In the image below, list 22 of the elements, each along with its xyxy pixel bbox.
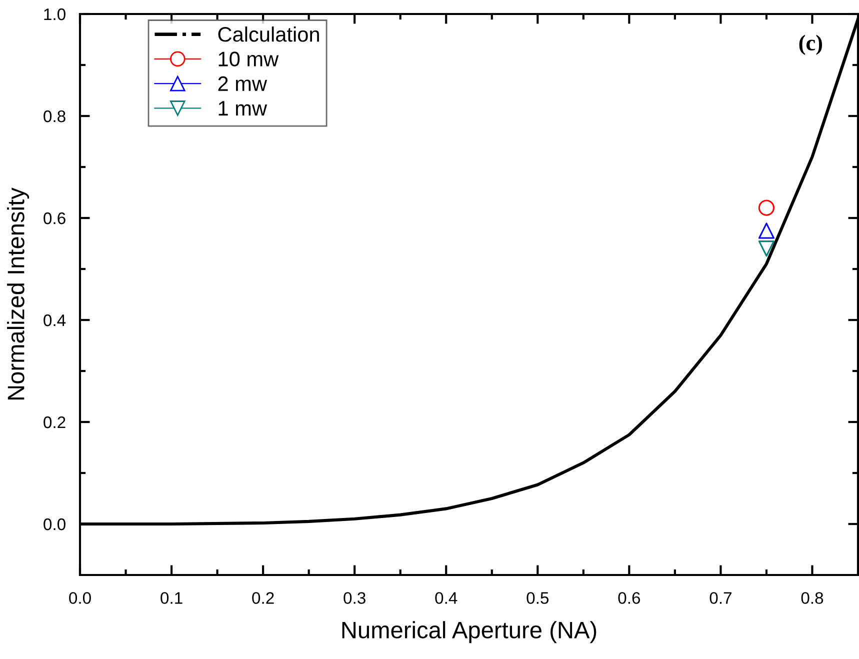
- x-tick-label: 0.1: [160, 592, 182, 604]
- y-axis-title: Normalized Intensity: [7, 188, 30, 400]
- x-tick-label: 0.3: [344, 592, 366, 604]
- x-tick-label: 0.5: [526, 592, 549, 604]
- x-tick-label: 0.2: [252, 592, 274, 604]
- x-tick-label: 0.8: [801, 592, 824, 604]
- x-tick-label: 0.6: [618, 592, 640, 604]
- legend-label: 2 mw: [218, 76, 268, 91]
- annotation: (c): [799, 34, 822, 55]
- y-tick-label: 0.6: [44, 212, 66, 224]
- x-tick-label: 0.0: [69, 592, 91, 604]
- x-tick-label: 0.7: [710, 592, 732, 604]
- y-tick-label: 0.8: [44, 110, 66, 122]
- y-tick-label: 1.0: [44, 8, 66, 20]
- y-tick-label: 0.4: [44, 314, 66, 326]
- legend-label: Calculation: [218, 26, 319, 42]
- y-tick-label: 0.0: [44, 518, 66, 530]
- legend-label: 10 mw: [218, 52, 279, 66]
- x-axis-title: Numerical Aperture (NA): [342, 621, 596, 644]
- x-tick-label: 0.4: [435, 592, 458, 604]
- legend-label: 1 mw: [218, 101, 268, 116]
- y-tick-label: 0.2: [44, 416, 66, 428]
